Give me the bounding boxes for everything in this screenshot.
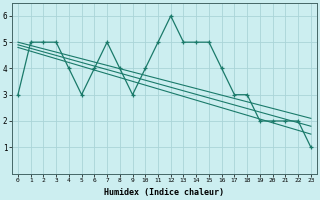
X-axis label: Humidex (Indice chaleur): Humidex (Indice chaleur): [104, 188, 224, 197]
